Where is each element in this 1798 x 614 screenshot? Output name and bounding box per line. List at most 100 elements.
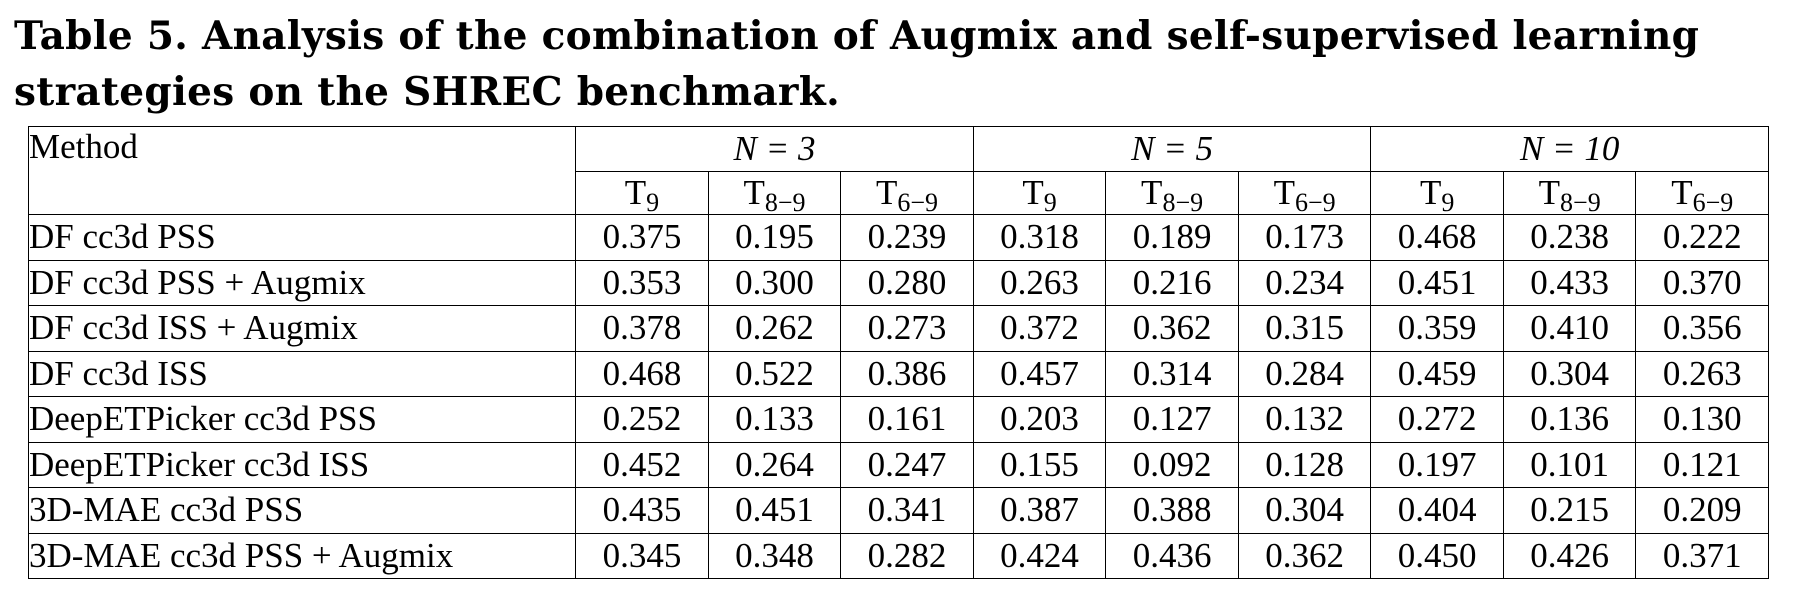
value-cell: 0.132	[1237, 396, 1372, 443]
value-cell: 0.353	[575, 259, 709, 306]
caption-line-2: strategies on the SHREC benchmark.	[14, 69, 840, 115]
table-row: DF cc3d ISS 0.468 0.522 0.386 0.457 0.314 0.28…	[27, 350, 1769, 397]
value-cell: 0.436	[1105, 532, 1239, 579]
value-cell: 0.128	[1237, 441, 1372, 488]
value-cell: 0.387	[972, 487, 1107, 534]
value-cell: 0.252	[575, 396, 709, 443]
value-cell: 0.262	[707, 305, 842, 352]
table-row: DeepETPicker cc3d PSS 0.252 0.133 0.161 0.20…	[27, 396, 1769, 443]
method-cell: DF cc3d PSS	[27, 214, 577, 261]
value-cell: 0.378	[575, 305, 709, 352]
subheader-n3-0: T9	[575, 171, 709, 215]
table-row: DF cc3d ISS + Augmix 0.378 0.262 0.273 0.372…	[27, 305, 1769, 352]
value-cell: 0.282	[840, 532, 974, 579]
table-row: DF cc3d PSS 0.375 0.195 0.239 0.318 0.189 0.17…	[27, 214, 1769, 261]
value-cell: 0.457	[972, 350, 1107, 397]
value-cell: 0.348	[707, 532, 842, 579]
value-cell: 0.314	[1105, 350, 1239, 397]
subheader-n3-1: T8−9	[707, 171, 842, 215]
group-header-n3: N = 3	[575, 126, 974, 172]
value-cell: 0.238	[1502, 214, 1637, 261]
value-cell: 0.216	[1105, 259, 1239, 306]
value-cell: 0.452	[575, 441, 709, 488]
value-cell: 0.433	[1502, 259, 1637, 306]
value-cell: 0.247	[840, 441, 974, 488]
group-header-n5: N = 5	[972, 126, 1372, 172]
value-cell: 0.410	[1502, 305, 1637, 352]
value-cell: 0.284	[1237, 350, 1372, 397]
method-cell: DeepETPicker cc3d ISS	[27, 441, 577, 488]
value-cell: 0.371	[1635, 532, 1769, 579]
value-cell: 0.263	[1635, 350, 1769, 397]
group-header-row: Method N = 3 N = 5 N = 10	[27, 126, 1769, 215]
value-cell: 0.468	[1370, 214, 1504, 261]
subheader-n5-0: T9	[972, 171, 1107, 215]
value-cell: 0.203	[972, 396, 1107, 443]
results-table: Method N = 3 N = 5 N = 10 T9 T8−9 T6−9 T9 T8…	[27, 126, 1769, 579]
table-row: DeepETPicker cc3d ISS 0.452 0.264 0.247 0.15…	[27, 441, 1769, 488]
subheader-n10-1: T8−9	[1502, 171, 1637, 215]
table-row: 3D-MAE cc3d PSS 0.435 0.451 0.341 0.387 0.388…	[27, 487, 1769, 534]
value-cell: 0.304	[1237, 487, 1372, 534]
value-cell: 0.197	[1370, 441, 1504, 488]
value-cell: 0.133	[707, 396, 842, 443]
value-cell: 0.435	[575, 487, 709, 534]
subheader-n10-0: T9	[1370, 171, 1504, 215]
caption-line-1: Table 5. Analysis of the combination of …	[14, 13, 1700, 59]
value-cell: 0.304	[1502, 350, 1637, 397]
value-cell: 0.195	[707, 214, 842, 261]
value-cell: 0.362	[1105, 305, 1239, 352]
value-cell: 0.300	[707, 259, 842, 306]
method-cell: DF cc3d PSS + Augmix	[27, 259, 577, 306]
value-cell: 0.451	[1370, 259, 1504, 306]
value-cell: 0.215	[1502, 487, 1637, 534]
value-cell: 0.121	[1635, 441, 1769, 488]
value-cell: 0.209	[1635, 487, 1769, 534]
value-cell: 0.263	[972, 259, 1107, 306]
method-cell: DF cc3d ISS	[27, 350, 577, 397]
value-cell: 0.370	[1635, 259, 1769, 306]
value-cell: 0.459	[1370, 350, 1504, 397]
group-header-n10: N = 10	[1370, 126, 1769, 172]
value-cell: 0.127	[1105, 396, 1239, 443]
value-cell: 0.359	[1370, 305, 1504, 352]
value-cell: 0.273	[840, 305, 974, 352]
subheader-n5-1: T8−9	[1105, 171, 1239, 215]
value-cell: 0.161	[840, 396, 974, 443]
value-cell: 0.136	[1502, 396, 1637, 443]
value-cell: 0.101	[1502, 441, 1637, 488]
value-cell: 0.375	[575, 214, 709, 261]
value-cell: 0.424	[972, 532, 1107, 579]
value-cell: 0.092	[1105, 441, 1239, 488]
table-body: DF cc3d PSS 0.375 0.195 0.239 0.318 0.189 0.17…	[27, 214, 1769, 579]
value-cell: 0.345	[575, 532, 709, 579]
value-cell: 0.362	[1237, 532, 1372, 579]
value-cell: 0.264	[707, 441, 842, 488]
method-cell: DF cc3d ISS + Augmix	[27, 305, 577, 352]
value-cell: 0.234	[1237, 259, 1372, 306]
value-cell: 0.130	[1635, 396, 1769, 443]
value-cell: 0.450	[1370, 532, 1504, 579]
value-cell: 0.404	[1370, 487, 1504, 534]
method-cell: 3D-MAE cc3d PSS	[27, 487, 577, 534]
subheader-n5-2: T6−9	[1237, 171, 1372, 215]
method-column-header: Method	[27, 126, 577, 215]
value-cell: 0.239	[840, 214, 974, 261]
value-cell: 0.468	[575, 350, 709, 397]
value-cell: 0.222	[1635, 214, 1769, 261]
table-caption: Table 5. Analysis of the combination of …	[14, 8, 1784, 120]
method-cell: 3D-MAE cc3d PSS + Augmix	[27, 532, 577, 579]
value-cell: 0.315	[1237, 305, 1372, 352]
subheader-n10-2: T6−9	[1635, 171, 1769, 215]
value-cell: 0.426	[1502, 532, 1637, 579]
subheader-row: T9 T8−9 T6−9 T9 T8−9 T6−9 T9 T8−9 T6−9	[29, 171, 1769, 215]
value-cell: 0.386	[840, 350, 974, 397]
table-row: 3D-MAE cc3d PSS + Augmix 0.345 0.348 0.282 0…	[27, 532, 1769, 579]
value-cell: 0.522	[707, 350, 842, 397]
value-cell: 0.451	[707, 487, 842, 534]
value-cell: 0.272	[1370, 396, 1504, 443]
value-cell: 0.388	[1105, 487, 1239, 534]
value-cell: 0.372	[972, 305, 1107, 352]
value-cell: 0.318	[972, 214, 1107, 261]
value-cell: 0.189	[1105, 214, 1239, 261]
